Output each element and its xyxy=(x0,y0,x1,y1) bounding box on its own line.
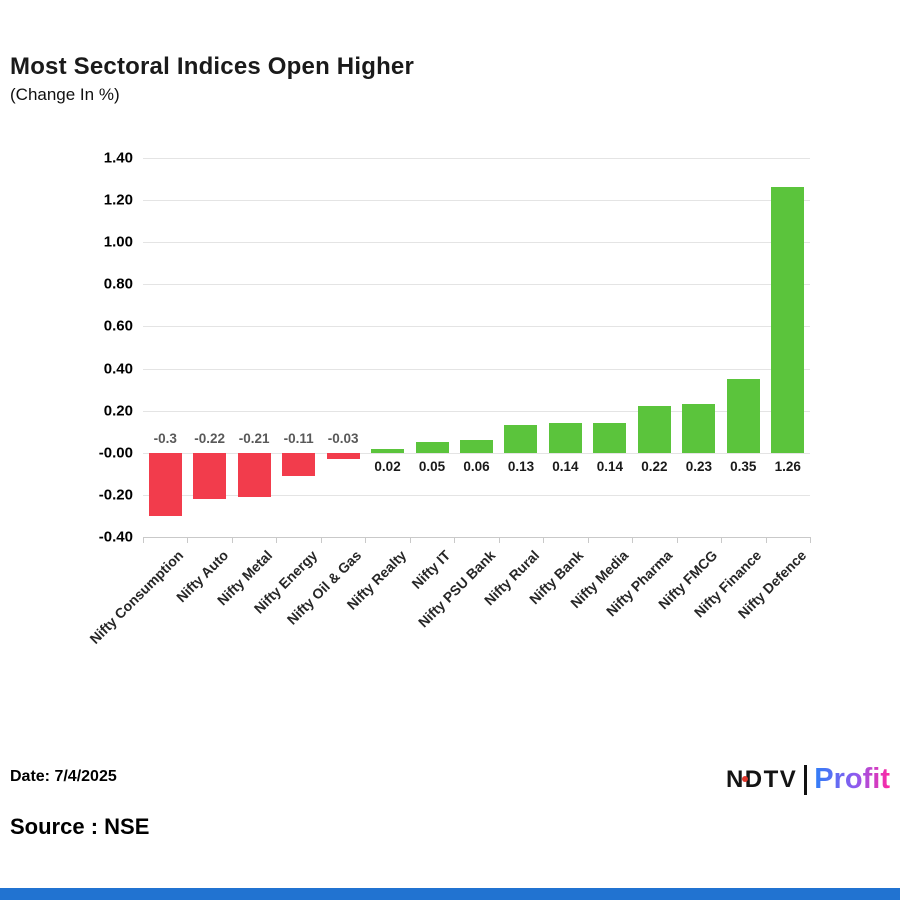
x-axis-tick xyxy=(454,537,456,543)
x-axis-tick xyxy=(498,537,500,543)
chart-subtitle: (Change In %) xyxy=(10,85,120,104)
x-axis-tick xyxy=(587,537,589,543)
y-axis-tick-label: 1.00 xyxy=(103,233,133,251)
x-axis-tick xyxy=(365,537,367,543)
bar xyxy=(193,452,227,500)
bar-value-label: 0.22 xyxy=(641,458,668,474)
grid-line xyxy=(143,158,810,159)
bar-value-label: -0.11 xyxy=(283,430,314,446)
source-label: Source : NSE xyxy=(10,814,150,839)
x-axis-tick xyxy=(765,537,767,543)
x-axis-tick xyxy=(721,537,723,543)
ndtv-red-dot-icon xyxy=(741,775,748,782)
y-axis-tick-label: 0.40 xyxy=(103,360,133,378)
bar-value-label: 0.05 xyxy=(418,458,446,474)
chart-title: Most Sectoral Indices Open Higher xyxy=(10,53,415,80)
bar-value-label: -0.03 xyxy=(327,430,359,446)
x-axis-tick xyxy=(276,537,278,543)
ndtv-profit-logo: NDTV Profit xyxy=(726,763,890,796)
y-axis-tick-label: 0.80 xyxy=(103,275,133,293)
y-axis-tick-label: -0.20 xyxy=(98,486,133,504)
bar-value-label: 0.06 xyxy=(463,458,490,474)
bar-value-label: 0.14 xyxy=(552,458,579,474)
bar xyxy=(593,423,627,453)
ndtv-logo-text: NDTV xyxy=(725,765,798,793)
y-axis-tick-label: 1.40 xyxy=(103,149,133,167)
x-axis-tick xyxy=(543,537,545,543)
x-axis-tick xyxy=(187,537,189,543)
x-axis-tick xyxy=(632,537,634,543)
y-axis-tick-label: -0.00 xyxy=(98,444,133,462)
bar-value-label: -0.22 xyxy=(194,430,226,446)
bar-value-label: 0.35 xyxy=(730,458,757,474)
grid-line xyxy=(143,452,810,454)
x-axis-tick xyxy=(320,537,322,543)
y-axis-tick-label: 0.60 xyxy=(103,317,133,335)
bar-value-label: -0.3 xyxy=(153,430,177,446)
grid-line xyxy=(143,410,810,412)
bar-value-label: 0.13 xyxy=(507,458,535,474)
bar xyxy=(637,406,671,453)
bar-value-label: 1.26 xyxy=(774,458,801,474)
bar xyxy=(237,452,271,497)
bar-value-label: 0.14 xyxy=(596,458,624,474)
profit-logo-text: Profit xyxy=(814,763,890,795)
grid-line xyxy=(143,242,810,244)
x-axis-tick xyxy=(676,537,678,543)
bar xyxy=(148,452,182,516)
grid-line xyxy=(143,284,810,286)
grid-line xyxy=(143,537,810,538)
y-axis-tick-label: 1.20 xyxy=(103,191,133,209)
grid-line xyxy=(143,494,810,496)
bar xyxy=(282,452,316,476)
grid-line xyxy=(143,368,810,370)
bottom-accent-bar xyxy=(0,888,900,900)
bar xyxy=(682,404,716,453)
y-axis-tick-label: 0.20 xyxy=(103,402,133,420)
bar-value-label: 0.23 xyxy=(685,458,712,474)
y-axis-tick-label: -0.40 xyxy=(98,528,133,546)
bar-value-label: 0.02 xyxy=(374,458,401,474)
x-axis-tick xyxy=(143,537,144,543)
bar xyxy=(326,452,360,460)
bar xyxy=(771,187,805,453)
grid-line xyxy=(143,326,810,328)
bar-value-label: -0.21 xyxy=(238,430,270,446)
bar xyxy=(726,379,760,453)
x-axis-tick xyxy=(810,537,811,543)
date-label: Date: 7/4/2025 xyxy=(10,768,117,785)
bar xyxy=(504,425,538,453)
bar xyxy=(415,442,449,453)
x-axis-tick xyxy=(231,537,233,543)
bar xyxy=(371,448,405,453)
grid-line xyxy=(143,200,810,202)
x-axis-tick xyxy=(409,537,411,543)
bar xyxy=(460,440,493,453)
logo-separator-bar xyxy=(804,764,808,795)
bar xyxy=(548,423,582,453)
